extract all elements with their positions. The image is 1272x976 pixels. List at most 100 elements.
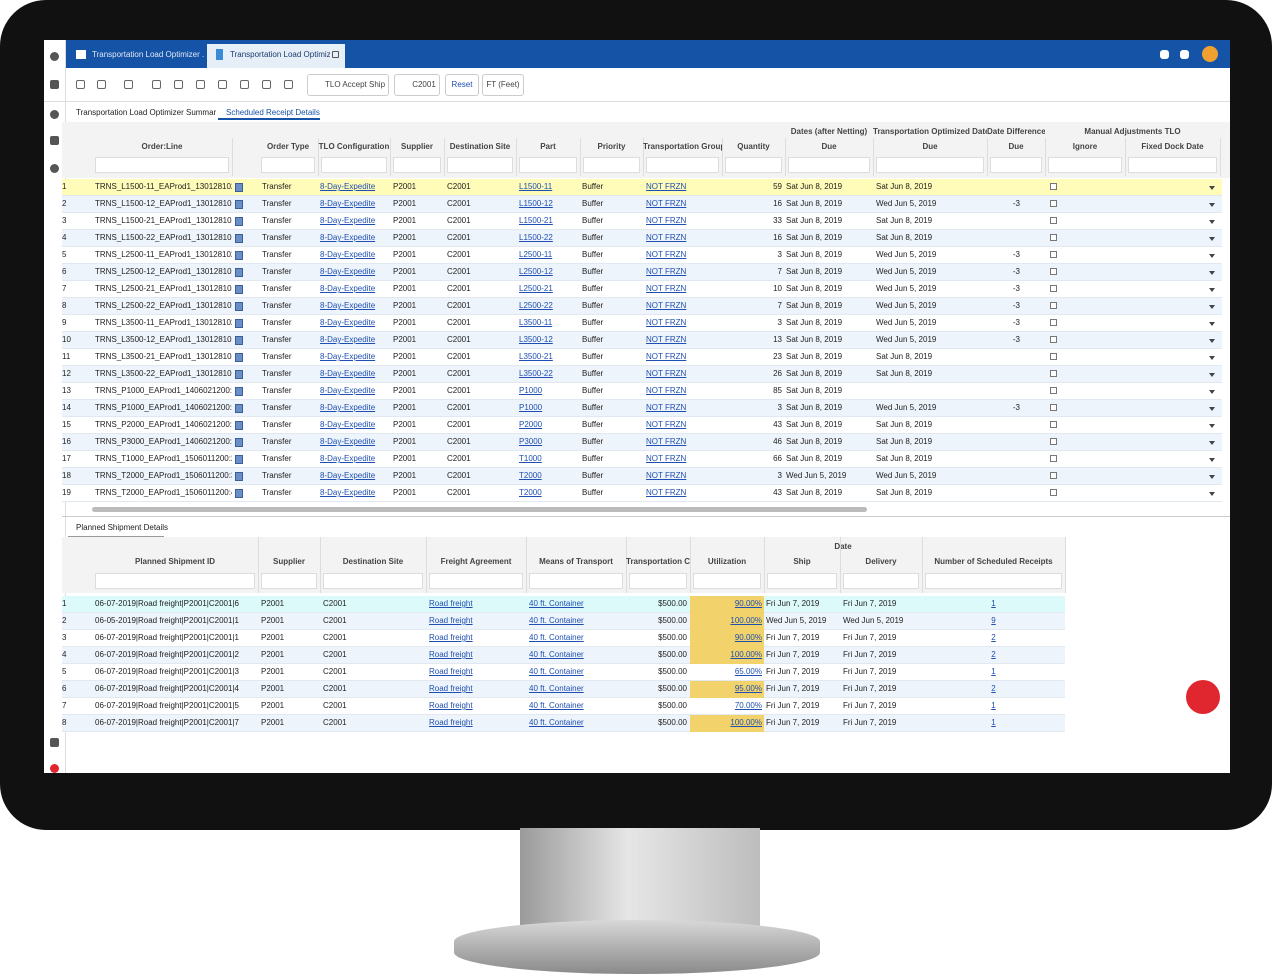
- cell-link[interactable]: NOT FRZN: [646, 369, 687, 378]
- dropdown-arrow[interactable]: [1209, 339, 1215, 343]
- cell-link[interactable]: NOT FRZN: [646, 284, 687, 293]
- column-header[interactable]: Order Type: [266, 142, 310, 151]
- toolbar-icon[interactable]: [284, 80, 293, 89]
- cell-link[interactable]: NOT FRZN: [646, 420, 687, 429]
- checkbox[interactable]: [1050, 251, 1057, 258]
- cell-link[interactable]: 2: [991, 633, 996, 642]
- cell-link[interactable]: T1000: [519, 454, 542, 463]
- checkbox[interactable]: [1050, 268, 1057, 275]
- cell-link[interactable]: 8-Day-Expedite: [320, 233, 376, 242]
- cell-link[interactable]: NOT FRZN: [646, 335, 687, 344]
- row-icon[interactable]: [235, 353, 243, 362]
- cell-link[interactable]: NOT FRZN: [646, 488, 687, 497]
- checkbox[interactable]: [1050, 319, 1057, 326]
- cell-link[interactable]: 8-Day-Expedite: [320, 267, 376, 276]
- toolbar-button-label[interactable]: FT (Feet): [486, 80, 520, 89]
- cell-link[interactable]: 100.00%: [730, 650, 762, 659]
- column-header[interactable]: Part: [540, 142, 556, 151]
- dropdown-arrow[interactable]: [1209, 373, 1215, 377]
- dropdown-arrow[interactable]: [1209, 407, 1215, 411]
- row-icon[interactable]: [235, 336, 243, 345]
- filter-box[interactable]: [323, 573, 423, 589]
- cell-link[interactable]: 40 ft. Container: [529, 650, 584, 659]
- row-icon[interactable]: [235, 251, 243, 260]
- column-header[interactable]: Destination Site: [449, 142, 511, 151]
- toolbar-icon[interactable]: [97, 80, 106, 89]
- dropdown-arrow[interactable]: [1209, 220, 1215, 224]
- column-header[interactable]: Quantity: [737, 142, 770, 151]
- toolbar-button-label[interactable]: TLO Accept Ship: [324, 80, 386, 89]
- cell-link[interactable]: 40 ft. Container: [529, 633, 584, 642]
- header-icon[interactable]: [1160, 50, 1169, 59]
- row-icon[interactable]: [235, 404, 243, 413]
- column-header[interactable]: Transportation Group: [643, 142, 722, 151]
- grid-row[interactable]: [62, 315, 1222, 332]
- cell-link[interactable]: P1000: [519, 386, 543, 395]
- column-header[interactable]: Order:Line: [141, 142, 183, 151]
- filter-box[interactable]: [725, 157, 782, 173]
- grid-row[interactable]: [62, 468, 1222, 485]
- column-header[interactable]: Means of Transport: [539, 557, 613, 566]
- cell-link[interactable]: NOT FRZN: [646, 454, 687, 463]
- cell-link[interactable]: L2500-11: [519, 250, 553, 259]
- grid-row[interactable]: [62, 366, 1222, 383]
- grid-row[interactable]: [62, 613, 1065, 630]
- cell-link[interactable]: L1500-12: [519, 199, 553, 208]
- filter-box[interactable]: [925, 573, 1062, 589]
- header-icon[interactable]: [1180, 50, 1189, 59]
- grid-row[interactable]: [62, 664, 1065, 681]
- grid-row[interactable]: [62, 451, 1222, 468]
- cell-link[interactable]: 70.00%: [734, 701, 762, 710]
- cell-link[interactable]: 1: [991, 599, 996, 608]
- cell-link[interactable]: P3000: [519, 437, 543, 446]
- dropdown-arrow[interactable]: [1209, 322, 1215, 326]
- filter-box[interactable]: [519, 157, 577, 173]
- toolbar-button[interactable]: [482, 74, 524, 96]
- checkbox[interactable]: [1050, 489, 1057, 496]
- grid-row[interactable]: [62, 179, 1222, 196]
- cell-link[interactable]: Road freight: [429, 616, 473, 625]
- cell-link[interactable]: 8-Day-Expedite: [320, 216, 376, 225]
- cell-link[interactable]: 40 ft. Container: [529, 684, 584, 693]
- checkbox[interactable]: [1050, 438, 1057, 445]
- cell-link[interactable]: 1: [991, 718, 996, 727]
- grid-row[interactable]: [62, 281, 1222, 298]
- row-icon[interactable]: [235, 183, 243, 192]
- checkbox[interactable]: [1050, 217, 1057, 224]
- grid-row[interactable]: [62, 196, 1222, 213]
- grid-row[interactable]: [62, 681, 1065, 698]
- grid-row[interactable]: [62, 630, 1065, 647]
- grid-row[interactable]: [62, 213, 1222, 230]
- help-button[interactable]: [1186, 680, 1220, 714]
- cell-link[interactable]: 8-Day-Expedite: [320, 471, 376, 480]
- row-icon[interactable]: [235, 302, 243, 311]
- column-header[interactable]: Delivery: [865, 557, 897, 566]
- cell-link[interactable]: 2: [991, 650, 996, 659]
- checkbox[interactable]: [1050, 234, 1057, 241]
- dropdown-arrow[interactable]: [1209, 390, 1215, 394]
- row-icon[interactable]: [235, 319, 243, 328]
- cell-link[interactable]: P1000: [519, 403, 543, 412]
- dropdown-arrow[interactable]: [1209, 203, 1215, 207]
- cell-link[interactable]: 100.00%: [730, 718, 762, 727]
- filter-box[interactable]: [843, 573, 919, 589]
- column-header[interactable]: Planned Shipment ID: [134, 557, 215, 566]
- cell-link[interactable]: 8-Day-Expedite: [320, 199, 376, 208]
- cell-link[interactable]: Road freight: [429, 599, 473, 608]
- cell-link[interactable]: 8-Day-Expedite: [320, 250, 376, 259]
- dropdown-arrow[interactable]: [1209, 458, 1215, 462]
- tab-label[interactable]: Transportation Load Optimiz...: [230, 50, 330, 59]
- cell-link[interactable]: 2: [991, 684, 996, 693]
- grid-row[interactable]: [62, 247, 1222, 264]
- tab-label[interactable]: Transportation Load Optimizer ...: [92, 50, 204, 59]
- cell-link[interactable]: NOT FRZN: [646, 267, 687, 276]
- cell-link[interactable]: NOT FRZN: [646, 182, 687, 191]
- cell-link[interactable]: L2500-22: [519, 301, 553, 310]
- active-tab[interactable]: [207, 44, 345, 68]
- filter-box[interactable]: [95, 157, 229, 173]
- cell-link[interactable]: 8-Day-Expedite: [320, 488, 376, 497]
- filter-box[interactable]: [447, 157, 513, 173]
- cell-link[interactable]: L1500-22: [519, 233, 553, 242]
- toolbar-icon[interactable]: [240, 80, 249, 89]
- toolbar-button-label[interactable]: C2001: [412, 80, 436, 89]
